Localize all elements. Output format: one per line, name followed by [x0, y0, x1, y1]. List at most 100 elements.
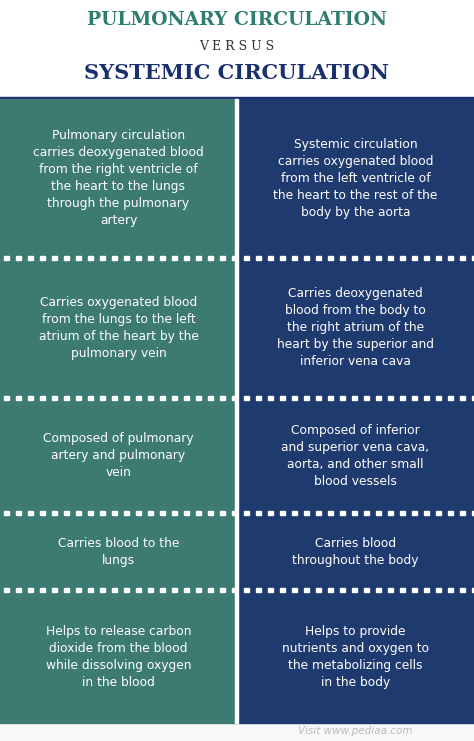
- Bar: [160, 256, 165, 259]
- Bar: [40, 511, 45, 515]
- Bar: [376, 588, 381, 592]
- Bar: [364, 588, 369, 592]
- Bar: [232, 396, 237, 400]
- Bar: [256, 588, 261, 592]
- Bar: [0, 514, 237, 590]
- Bar: [16, 511, 21, 515]
- Bar: [448, 588, 453, 592]
- Bar: [328, 256, 333, 259]
- Bar: [112, 511, 117, 515]
- Bar: [340, 511, 345, 515]
- Bar: [88, 396, 93, 400]
- Bar: [232, 588, 237, 592]
- Bar: [268, 256, 273, 259]
- Bar: [316, 511, 321, 515]
- Bar: [316, 588, 321, 592]
- Bar: [412, 588, 417, 592]
- Bar: [136, 588, 141, 592]
- Bar: [0, 97, 474, 99]
- Text: Pulmonary circulation
carries deoxygenated blood
from the right ventricle of
the: Pulmonary circulation carries deoxygenat…: [33, 129, 204, 227]
- Bar: [112, 588, 117, 592]
- Bar: [16, 256, 21, 259]
- Bar: [160, 588, 165, 592]
- Bar: [76, 256, 81, 259]
- Bar: [328, 511, 333, 515]
- Bar: [100, 588, 105, 592]
- Bar: [64, 588, 69, 592]
- Bar: [400, 511, 405, 515]
- Bar: [244, 588, 249, 592]
- Text: PULMONARY CIRCULATION: PULMONARY CIRCULATION: [87, 11, 387, 29]
- Bar: [232, 511, 237, 515]
- Bar: [448, 511, 453, 515]
- Bar: [268, 396, 273, 400]
- Bar: [460, 396, 465, 400]
- Bar: [388, 511, 393, 515]
- Bar: [184, 588, 189, 592]
- Bar: [208, 511, 213, 515]
- Bar: [148, 256, 153, 259]
- Bar: [100, 256, 105, 259]
- Text: V E R S U S: V E R S U S: [200, 41, 274, 53]
- Bar: [40, 256, 45, 259]
- Bar: [256, 256, 261, 259]
- Bar: [376, 511, 381, 515]
- Bar: [256, 511, 261, 515]
- Bar: [184, 256, 189, 259]
- Text: Visit www.pediaa.com: Visit www.pediaa.com: [298, 726, 412, 736]
- Bar: [124, 588, 129, 592]
- Bar: [64, 256, 69, 259]
- Bar: [148, 396, 153, 400]
- Bar: [100, 511, 105, 515]
- Bar: [112, 396, 117, 400]
- Bar: [292, 588, 297, 592]
- Bar: [316, 396, 321, 400]
- Bar: [424, 511, 429, 515]
- Text: Composed of pulmonary
artery and pulmonary
vein: Composed of pulmonary artery and pulmona…: [43, 432, 194, 479]
- Bar: [436, 396, 441, 400]
- Bar: [472, 256, 474, 259]
- Bar: [28, 588, 33, 592]
- Bar: [472, 511, 474, 515]
- Bar: [124, 256, 129, 259]
- Bar: [52, 511, 57, 515]
- Bar: [400, 396, 405, 400]
- Bar: [304, 256, 309, 259]
- Bar: [436, 256, 441, 259]
- Bar: [52, 588, 57, 592]
- Bar: [460, 588, 465, 592]
- Bar: [364, 256, 369, 259]
- Text: Carries blood to the
lungs: Carries blood to the lungs: [58, 536, 179, 567]
- Bar: [412, 256, 417, 259]
- Bar: [136, 396, 141, 400]
- Bar: [244, 511, 249, 515]
- Text: Helps to provide
nutrients and oxygen to
the metabolizing cells
in the body: Helps to provide nutrients and oxygen to…: [282, 625, 429, 688]
- Bar: [196, 588, 201, 592]
- Bar: [0, 99, 237, 258]
- Bar: [88, 511, 93, 515]
- Bar: [4, 256, 9, 259]
- Bar: [220, 256, 225, 259]
- Bar: [184, 396, 189, 400]
- Bar: [235, 99, 238, 723]
- Bar: [400, 256, 405, 259]
- Bar: [40, 396, 45, 400]
- Bar: [340, 396, 345, 400]
- Bar: [448, 396, 453, 400]
- Bar: [436, 588, 441, 592]
- Bar: [316, 256, 321, 259]
- Bar: [232, 256, 237, 259]
- Bar: [52, 256, 57, 259]
- Bar: [220, 396, 225, 400]
- Bar: [64, 511, 69, 515]
- Bar: [52, 396, 57, 400]
- Bar: [448, 256, 453, 259]
- Bar: [64, 396, 69, 400]
- Bar: [237, 398, 474, 514]
- Bar: [436, 511, 441, 515]
- Bar: [196, 396, 201, 400]
- Bar: [340, 256, 345, 259]
- Text: Composed of inferior
and superior vena cava,
aorta, and other small
blood vessel: Composed of inferior and superior vena c…: [282, 424, 429, 488]
- Bar: [28, 396, 33, 400]
- Bar: [88, 256, 93, 259]
